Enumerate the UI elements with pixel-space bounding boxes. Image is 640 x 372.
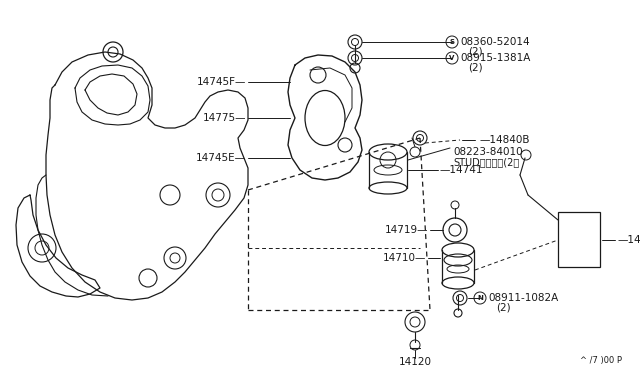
- Bar: [558, 212, 600, 267]
- Text: 14120: 14120: [399, 357, 431, 367]
- Text: 08911-1082A: 08911-1082A: [488, 293, 558, 303]
- Text: (2): (2): [496, 303, 511, 313]
- Text: 14719—: 14719—: [385, 225, 428, 235]
- Text: 08915-1381A: 08915-1381A: [460, 53, 531, 63]
- Text: 08223-84010: 08223-84010: [453, 147, 523, 157]
- Text: (2): (2): [468, 63, 483, 73]
- Text: N: N: [477, 295, 483, 301]
- Text: (2): (2): [468, 47, 483, 57]
- Text: 14745F—: 14745F—: [196, 77, 246, 87]
- Text: 14710—: 14710—: [383, 253, 426, 263]
- Text: 08360-52014: 08360-52014: [460, 37, 530, 47]
- Text: 14775—: 14775—: [202, 113, 246, 123]
- Text: —14840B: —14840B: [480, 135, 531, 145]
- Text: S: S: [449, 39, 454, 45]
- Text: ^ /7 )00 P: ^ /7 )00 P: [580, 356, 622, 365]
- Text: —14741: —14741: [440, 165, 483, 175]
- Text: —14750: —14750: [617, 235, 640, 245]
- Text: 14745E—: 14745E—: [196, 153, 246, 163]
- Text: STUDスタッド(2）: STUDスタッド(2）: [453, 157, 519, 167]
- Text: V: V: [449, 55, 454, 61]
